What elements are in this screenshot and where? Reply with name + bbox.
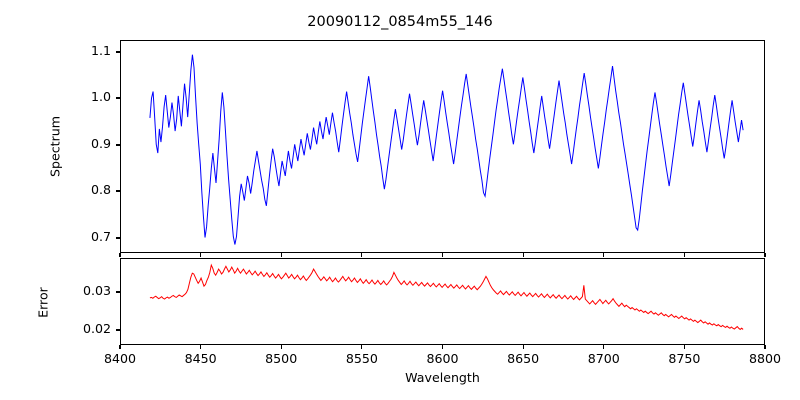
xtick-label-0: 8400 <box>103 351 137 366</box>
ytick-spectrum-mark-3 <box>116 190 120 192</box>
xtick-mid-2 <box>280 253 282 257</box>
ytick-spectrum-mark-1 <box>116 97 120 99</box>
error-plot-area <box>120 258 765 345</box>
figure-title: 20090112_0854m55_146 <box>307 14 493 30</box>
ytick-spectrum-label-4: 0.7 <box>90 229 111 244</box>
xtick-label-5: 8650 <box>507 351 540 366</box>
xtick-label-4: 8600 <box>426 351 459 366</box>
ytick-spectrum-mark-2 <box>116 144 120 146</box>
xtick-mark-7 <box>683 345 685 349</box>
ytick-spectrum-label-0: 1.1 <box>90 43 111 58</box>
xtick-mark-0 <box>119 345 121 349</box>
xtick-mark-2 <box>280 345 282 349</box>
ytick-error-label-1: 0.02 <box>82 321 111 336</box>
xtick-mark-4 <box>441 345 444 349</box>
xtick-mark-1 <box>200 345 202 349</box>
xtick-mark-3 <box>361 345 363 349</box>
error-line-series <box>121 259 764 344</box>
wavelength-axis-label: Wavelength <box>405 370 480 385</box>
xtick-mid-7 <box>683 253 685 257</box>
xtick-mid-3 <box>361 253 363 257</box>
xtick-label-1: 8450 <box>184 351 217 366</box>
xtick-mid-0 <box>119 253 121 257</box>
xtick-mark-5 <box>522 345 524 349</box>
ytick-spectrum-label-1: 1.0 <box>90 89 111 104</box>
xtick-label-3: 8550 <box>345 351 378 366</box>
xtick-label-8: 8800 <box>748 351 782 366</box>
ytick-error-mark-0 <box>116 291 120 293</box>
xtick-mark-6 <box>603 345 605 349</box>
ytick-error-label-0: 0.03 <box>82 283 111 298</box>
ytick-spectrum-label-3: 0.8 <box>90 182 111 197</box>
spectrum-plot-area <box>120 40 765 253</box>
xtick-mark-8 <box>764 345 766 349</box>
xtick-label-6: 8700 <box>587 351 620 366</box>
xtick-label-2: 8500 <box>265 351 298 366</box>
spectrum-line-series <box>121 41 764 252</box>
xtick-mid-4 <box>441 253 444 257</box>
xtick-mid-6 <box>603 253 605 257</box>
ytick-spectrum-mark-0 <box>116 51 120 53</box>
xtick-mid-8 <box>764 253 766 257</box>
xtick-mid-5 <box>522 253 524 257</box>
xtick-mid-1 <box>200 253 202 257</box>
ytick-spectrum-mark-4 <box>116 237 120 239</box>
ytick-error-mark-1 <box>116 329 120 331</box>
error-axis-label: Error <box>35 287 51 318</box>
ytick-spectrum-label-2: 0.9 <box>90 136 111 151</box>
xtick-label-7: 8750 <box>668 351 701 366</box>
spectrum-axis-label: Spectrum <box>47 115 63 178</box>
